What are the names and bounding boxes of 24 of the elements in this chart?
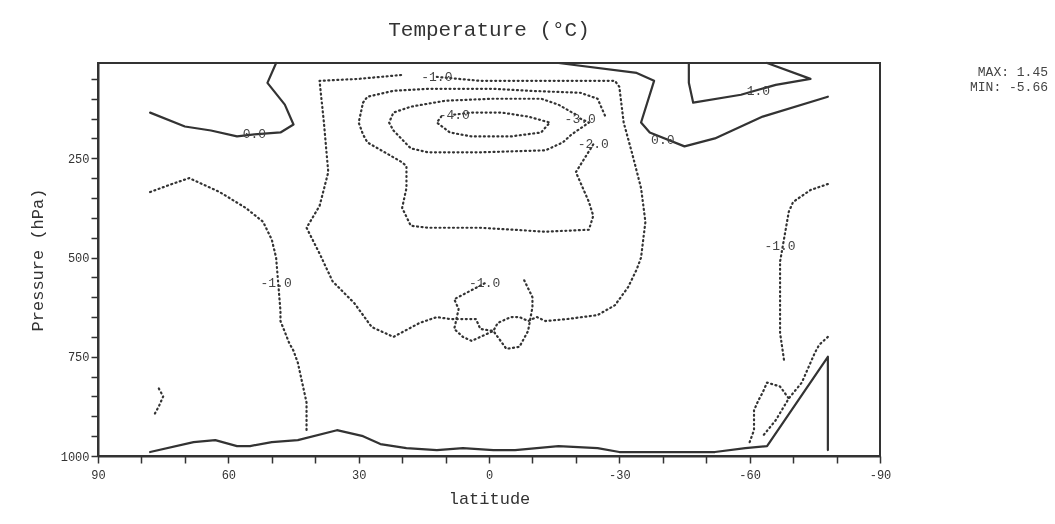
annotation: -2.0 (577, 137, 609, 153)
x-tick-label: 90 (91, 468, 106, 483)
text: MIN: -5.66 (969, 80, 1048, 95)
x-tick-label: 60 (221, 468, 237, 483)
annotation: -1.0 (469, 276, 501, 292)
y-tick-label: 1000 (60, 450, 90, 465)
annotation: -1.0 (764, 238, 796, 254)
y-tick-label: 750 (67, 351, 90, 366)
x-axis-title: latitude (448, 489, 531, 509)
annotation: -3.0 (564, 111, 596, 127)
x-tick-label: -30 (609, 468, 631, 483)
x-tick-label: -90 (869, 468, 892, 483)
annotation: -1.0 (260, 276, 292, 292)
x-tick-label: -60 (739, 468, 761, 483)
y-axis-title: Pressure (hPa) (28, 188, 48, 332)
y-tick-label: 250 (67, 152, 90, 167)
annotation: -4.0 (438, 107, 470, 123)
annotation: 0.0 (651, 133, 675, 149)
annotation: -1.0 (421, 69, 453, 85)
x-tick-label: 30 (351, 468, 367, 483)
y-tick-label: 500 (67, 252, 90, 267)
text: MAX: 1.45 (977, 65, 1048, 80)
chart-title: Temperature (°C) (388, 18, 590, 42)
x-tick-label: 0 (485, 468, 494, 483)
